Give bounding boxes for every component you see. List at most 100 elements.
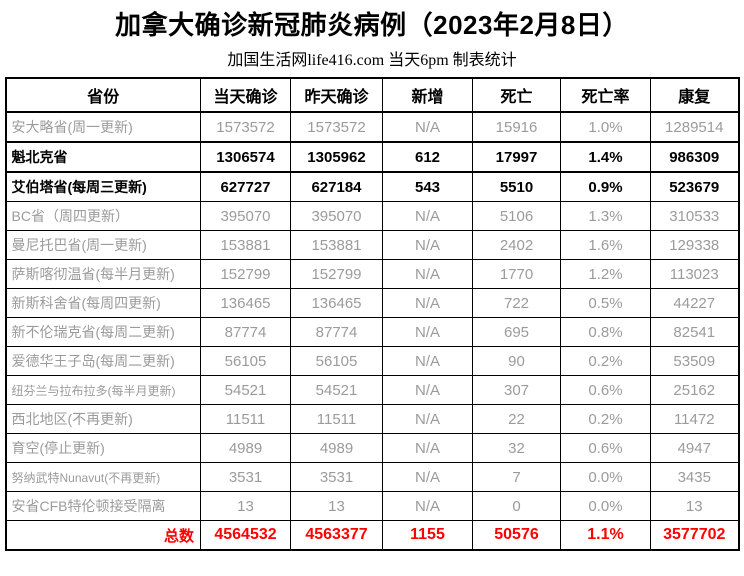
total-label-cell: 总数 — [5, 520, 201, 551]
death-rate-cell: 0.6% — [560, 375, 651, 405]
today-confirmed-cell: 4989 — [200, 433, 291, 463]
yesterday-confirmed-cell: 54521 — [290, 375, 383, 405]
header-today-confirmed: 当天确诊 — [200, 77, 291, 113]
recovered-cell: 1289514 — [650, 111, 739, 143]
death-rate-cell: 0.0% — [560, 491, 651, 521]
deaths-cell: 1770 — [472, 259, 561, 289]
total-today-confirmed-cell: 4564532 — [200, 520, 291, 551]
today-confirmed-cell: 153881 — [200, 230, 291, 260]
death-rate-cell: 1.2% — [560, 259, 651, 289]
new-cases-cell: N/A — [382, 288, 473, 318]
page-subtitle: 加国生活网life416.com 当天6pm 制表统计 — [227, 52, 517, 69]
total-row: 总数 4564532 4563377 1155 50576 1.1% 3577702 — [5, 520, 739, 551]
province-row: 安大略省(周一更新) 1573572 1573572 N/A 15916 1.0% 1289… — [5, 111, 739, 143]
new-cases-cell: N/A — [382, 201, 473, 231]
total-new-cases-cell: 1155 — [382, 520, 473, 551]
province-row: 努纳武特Nunavut(不再更新) 3531 3531 N/A 7 0.0% 3435 — [5, 462, 739, 492]
deaths-cell: 22 — [472, 404, 561, 434]
new-cases-cell: N/A — [382, 230, 473, 260]
province-cell: 新不伦瑞克省(每周二更新) — [5, 317, 201, 347]
new-cases-cell: N/A — [382, 491, 473, 521]
header-yesterday-confirmed: 昨天确诊 — [290, 77, 383, 113]
deaths-cell: 2402 — [472, 230, 561, 260]
today-confirmed-cell: 627727 — [200, 171, 291, 202]
death-rate-cell: 0.2% — [560, 346, 651, 376]
yesterday-confirmed-cell: 87774 — [290, 317, 383, 347]
recovered-cell: 11472 — [650, 404, 739, 434]
death-rate-cell: 0.5% — [560, 288, 651, 318]
yesterday-confirmed-cell: 627184 — [290, 171, 383, 202]
death-rate-cell: 0.8% — [560, 317, 651, 347]
province-row: 魁北克省 1306574 1305962 612 17997 1.4% 986309 — [5, 141, 739, 173]
yesterday-confirmed-cell: 1573572 — [290, 111, 383, 143]
province-row: 曼尼托巴省(周一更新) 153881 153881 N/A 2402 1.6% 129338 — [5, 230, 739, 260]
today-confirmed-cell: 136465 — [200, 288, 291, 318]
header-row: 省份 当天确诊 昨天确诊 新增 死亡 死亡率 康复 — [5, 77, 739, 113]
province-row: BC省（周四更新） 395070 395070 N/A 5106 1.3% 310533 — [5, 201, 739, 231]
today-confirmed-cell: 13 — [200, 491, 291, 521]
today-confirmed-cell: 395070 — [200, 201, 291, 231]
province-cell: 纽芬兰与拉布拉多(每半月更新) — [5, 375, 201, 405]
today-confirmed-cell: 152799 — [200, 259, 291, 289]
yesterday-confirmed-cell: 4989 — [290, 433, 383, 463]
covid-stats-table: 省份 当天确诊 昨天确诊 新增 死亡 死亡率 康复 安大略省(周一更新) 1573… — [4, 77, 740, 551]
deaths-cell: 0 — [472, 491, 561, 521]
province-row: 新斯科舍省(每周四更新) 136465 136465 N/A 722 0.5% 44227 — [5, 288, 739, 318]
province-cell: 育空(停止更新) — [5, 433, 201, 463]
province-cell: 爱德华王子岛(每周二更新) — [5, 346, 201, 376]
province-row: 安省CFB特伦顿接受隔离 13 13 N/A 0 0.0% 13 — [5, 491, 739, 521]
province-cell: 萨斯喀彻温省(每半月更新) — [5, 259, 201, 289]
deaths-cell: 17997 — [472, 141, 561, 173]
deaths-cell: 15916 — [472, 111, 561, 143]
yesterday-confirmed-cell: 11511 — [290, 404, 383, 434]
today-confirmed-cell: 56105 — [200, 346, 291, 376]
province-row: 爱德华王子岛(每周二更新) 56105 56105 N/A 90 0.2% 53509 — [5, 346, 739, 376]
deaths-cell: 5510 — [472, 171, 561, 202]
deaths-cell: 307 — [472, 375, 561, 405]
recovered-cell: 523679 — [650, 171, 739, 202]
recovered-cell: 113023 — [650, 259, 739, 289]
death-rate-cell: 0.0% — [560, 462, 651, 492]
new-cases-cell: N/A — [382, 317, 473, 347]
today-confirmed-cell: 1573572 — [200, 111, 291, 143]
table-body: 安大略省(周一更新) 1573572 1573572 N/A 15916 1.0% 1289… — [5, 111, 739, 551]
yesterday-confirmed-cell: 136465 — [290, 288, 383, 318]
deaths-cell: 7 — [472, 462, 561, 492]
page-title: 加拿大确诊新冠肺炎病例（2023年2月8日） — [115, 10, 629, 40]
yesterday-confirmed-cell: 153881 — [290, 230, 383, 260]
deaths-cell: 32 — [472, 433, 561, 463]
death-rate-cell: 0.6% — [560, 433, 651, 463]
yesterday-confirmed-cell: 1305962 — [290, 141, 383, 173]
province-row: 艾伯塔省(每周三更新) 627727 627184 543 5510 0.9% 523679 — [5, 171, 739, 202]
yesterday-confirmed-cell: 152799 — [290, 259, 383, 289]
yesterday-confirmed-cell: 13 — [290, 491, 383, 521]
province-cell: 西北地区(不再更新) — [5, 404, 201, 434]
death-rate-cell: 0.2% — [560, 404, 651, 434]
today-confirmed-cell: 1306574 — [200, 141, 291, 173]
province-cell: 安省CFB特伦顿接受隔离 — [5, 491, 201, 521]
death-rate-cell: 0.9% — [560, 171, 651, 202]
recovered-cell: 310533 — [650, 201, 739, 231]
province-row: 萨斯喀彻温省(每半月更新) 152799 152799 N/A 1770 1.2% 1130… — [5, 259, 739, 289]
recovered-cell: 53509 — [650, 346, 739, 376]
new-cases-cell: N/A — [382, 259, 473, 289]
deaths-cell: 5106 — [472, 201, 561, 231]
header-new-cases: 新增 — [382, 77, 473, 113]
header-recovered: 康复 — [650, 77, 739, 113]
yesterday-confirmed-cell: 395070 — [290, 201, 383, 231]
province-row: 新不伦瑞克省(每周二更新) 87774 87774 N/A 695 0.8% 82541 — [5, 317, 739, 347]
covid-stats-page: 加拿大确诊新冠肺炎病例（2023年2月8日） 加国生活网life416.com … — [0, 5, 744, 576]
recovered-cell: 986309 — [650, 141, 739, 173]
today-confirmed-cell: 54521 — [200, 375, 291, 405]
total-yesterday-confirmed-cell: 4563377 — [290, 520, 383, 551]
province-row: 西北地区(不再更新) 11511 11511 N/A 22 0.2% 11472 — [5, 404, 739, 434]
death-rate-cell: 1.3% — [560, 201, 651, 231]
recovered-cell: 25162 — [650, 375, 739, 405]
new-cases-cell: N/A — [382, 111, 473, 143]
yesterday-confirmed-cell: 56105 — [290, 346, 383, 376]
province-cell: 努纳武特Nunavut(不再更新) — [5, 462, 201, 492]
header-deaths: 死亡 — [472, 77, 561, 113]
header-death-rate: 死亡率 — [560, 77, 651, 113]
new-cases-cell: N/A — [382, 433, 473, 463]
province-cell: 魁北克省 — [5, 141, 201, 173]
